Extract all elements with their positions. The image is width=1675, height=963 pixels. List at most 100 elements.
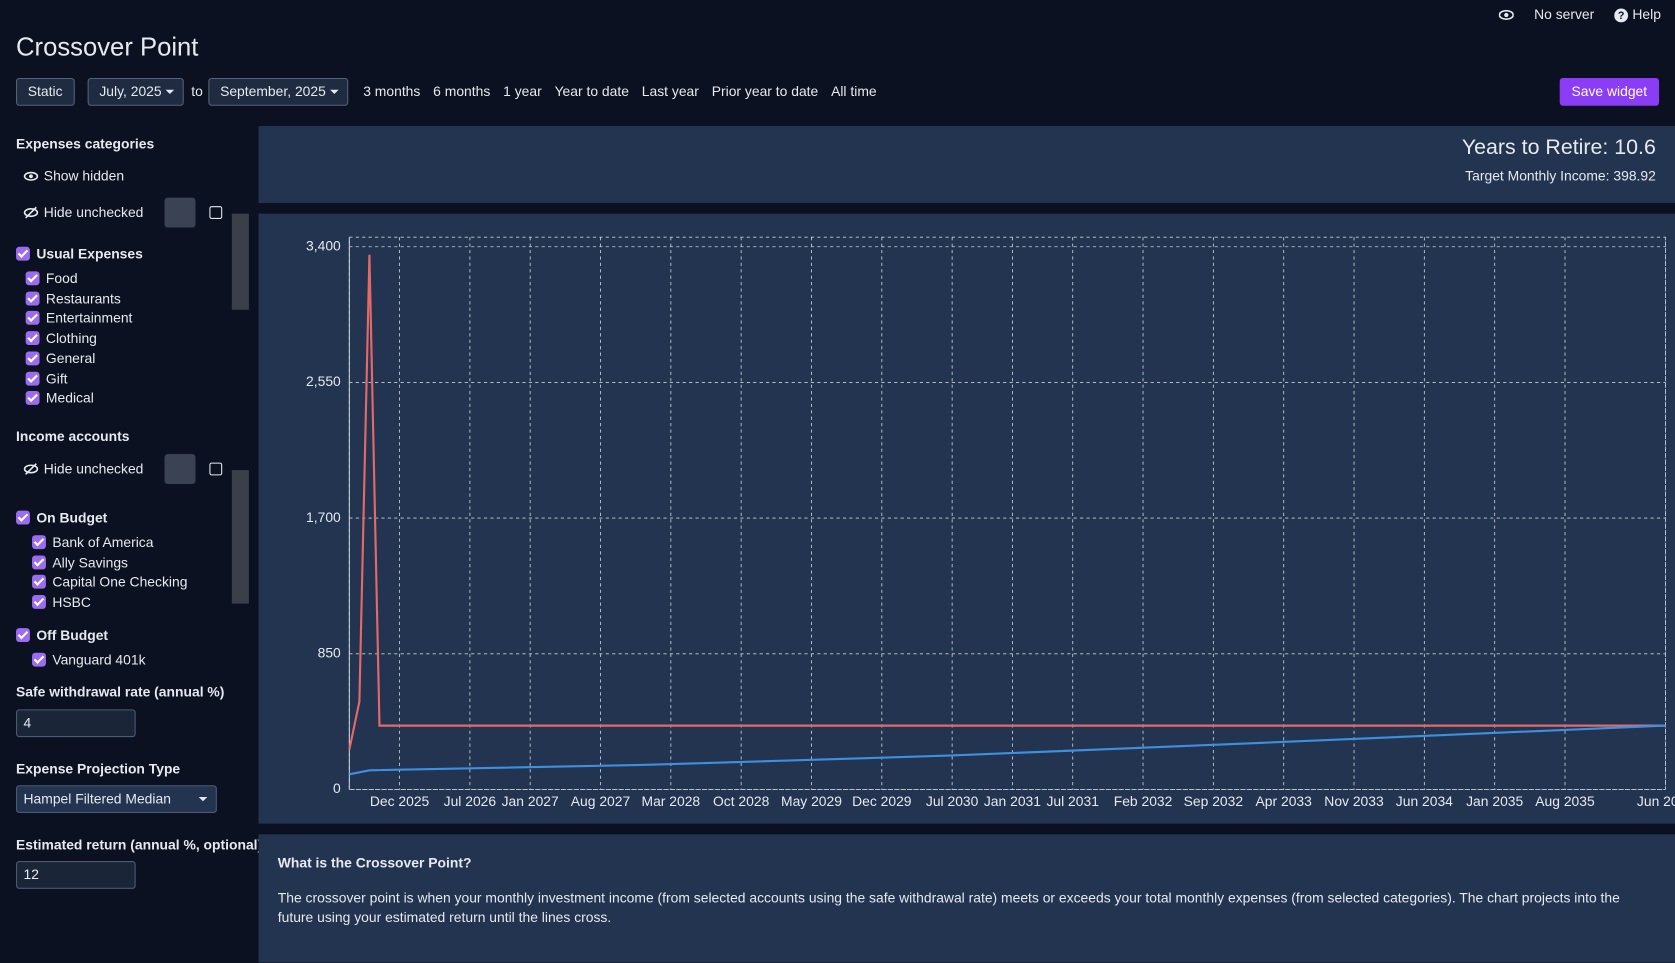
range-option[interactable]: 3 months (363, 83, 421, 100)
start-month[interactable]: July, 2025 (87, 77, 185, 106)
x-tick-label: Apr 2033 (1256, 793, 1313, 809)
x-tick-label: Oct 2028 (713, 793, 770, 809)
x-tick-label: Jul 2026 (444, 793, 497, 809)
range-option[interactable]: 6 months (433, 83, 491, 100)
x-tick-label: Feb 2032 (1114, 793, 1173, 809)
mode-button[interactable]: Static (16, 77, 75, 106)
projection-value: Hampel Filtered Median (23, 790, 171, 807)
checkbox[interactable] (25, 291, 40, 306)
x-tick-label: Jan 2027 (502, 793, 559, 809)
range-option[interactable]: All time (831, 83, 877, 100)
info-title: What is the Crossover Point? (277, 854, 472, 871)
checkbox[interactable] (25, 351, 40, 366)
projection-select[interactable]: Hampel Filtered Median (16, 785, 217, 813)
uncheck-all-button[interactable] (209, 206, 223, 220)
return-label: Estimated return (annual %, optional) (16, 836, 263, 853)
eye-off-icon (23, 463, 39, 475)
y-tick-label: 0 (333, 780, 341, 796)
x-tick-label: Nov 2033 (1324, 793, 1384, 809)
hide-unchecked[interactable]: Hide unchecked (43, 204, 144, 221)
range-option[interactable]: Last year (641, 83, 699, 100)
x-tick-label: Aug 2035 (1535, 793, 1595, 809)
item-label: Entertainment (45, 310, 133, 327)
to-label: to (191, 83, 203, 100)
x-tick-label: May 2029 (781, 793, 842, 809)
info-body: The crossover point is when your monthly… (277, 889, 1620, 926)
x-tick-label: Jul 2031 (1046, 793, 1099, 809)
caret (198, 796, 208, 806)
years-to-retire: Years to Retire: 10.6 (1461, 135, 1656, 160)
return-input[interactable]: 12 (16, 861, 136, 889)
x-tick-label: Jan 2035 (1466, 793, 1523, 809)
projection-label: Expense Projection Type (16, 760, 181, 777)
x-tick-label: Jun 2034 (1396, 793, 1453, 809)
show-hidden[interactable]: Show hidden (43, 167, 125, 184)
checkbox[interactable] (25, 391, 40, 406)
start-label: July, 2025 (99, 83, 162, 100)
item-label: HSBC (52, 594, 91, 611)
chart-panel: 0 850 1,700 2,550 3,400 Dec 2025 Jul 2026 Jan 2… (258, 213, 1675, 824)
item-label: Restaurants (45, 290, 121, 307)
checkbox[interactable] (32, 652, 46, 667)
scrollbar[interactable] (231, 213, 249, 310)
item-label: Gift (45, 370, 68, 387)
checkbox[interactable] (25, 311, 40, 326)
item-label: Vanguard 401k (52, 651, 146, 668)
caret (330, 89, 339, 99)
y-tick-label: 3,400 (306, 237, 341, 253)
checkbox[interactable] (32, 535, 46, 550)
help-link[interactable]: Help (1632, 6, 1661, 23)
checkbox[interactable] (25, 371, 40, 386)
x-tick-label: Sep 2032 (1184, 793, 1244, 809)
withdrawal-input[interactable]: 4 (16, 709, 136, 738)
plot-area (348, 236, 1666, 790)
checkbox[interactable] (25, 271, 40, 286)
server-status[interactable]: No server (1534, 6, 1595, 23)
checkbox[interactable] (16, 627, 30, 642)
save-button[interactable]: Save widget (1559, 77, 1659, 106)
end-label: September, 2025 (220, 83, 326, 100)
check-all-button[interactable] (164, 197, 196, 228)
hide-unchecked[interactable]: Hide unchecked (43, 460, 144, 477)
check-all-button[interactable] (164, 454, 196, 484)
y-tick-label: 2,550 (306, 373, 341, 389)
target-income: Target Monthly Income: 398.92 (1465, 167, 1656, 184)
income-list: On Budget Bank of America Ally Savings Capi… (0, 507, 230, 673)
item-label: Bank of America (52, 534, 154, 551)
checkbox[interactable] (32, 595, 46, 610)
svg-text:?: ? (1618, 10, 1625, 22)
x-tick-label: Jun 2036 (1637, 793, 1675, 809)
group-label: Usual Expenses (36, 245, 143, 262)
data-line (348, 254, 1666, 750)
checkbox[interactable] (32, 555, 46, 570)
scrollbar[interactable] (231, 470, 249, 604)
checkbox[interactable] (16, 246, 30, 261)
end-month[interactable]: September, 2025 (208, 77, 349, 106)
caret (165, 89, 175, 99)
x-tick-label: Dec 2029 (852, 793, 912, 809)
checkbox[interactable] (16, 510, 30, 525)
x-tick-label: Mar 2028 (642, 793, 701, 809)
data-line (349, 724, 1666, 776)
y-tick-label: 1,700 (306, 509, 341, 525)
help-icon[interactable]: ? (1614, 8, 1629, 23)
range-option[interactable]: Year to date (554, 83, 629, 100)
checkbox[interactable] (32, 575, 46, 590)
income-heading: Income accounts (16, 428, 130, 445)
checkbox[interactable] (25, 331, 40, 346)
range-list: 3 months 6 months 1 year Year to date Last y… (363, 82, 876, 101)
withdrawal-label: Safe withdrawal rate (annual %) (16, 683, 225, 700)
x-tick-label: Aug 2027 (571, 793, 631, 809)
range-option[interactable]: 1 year (503, 83, 542, 100)
info-panel: What is the Crossover Point? The crossov… (258, 834, 1675, 963)
item-label: General (45, 350, 96, 367)
eye-icon (23, 171, 39, 181)
range-option[interactable]: Prior year to date (711, 83, 819, 100)
eye-icon[interactable] (1498, 7, 1514, 22)
eye-off-icon (23, 206, 39, 219)
item-label: Capital One Checking (52, 574, 188, 591)
x-tick-label: Jan 2031 (984, 793, 1041, 809)
uncheck-all-button[interactable] (209, 462, 223, 476)
